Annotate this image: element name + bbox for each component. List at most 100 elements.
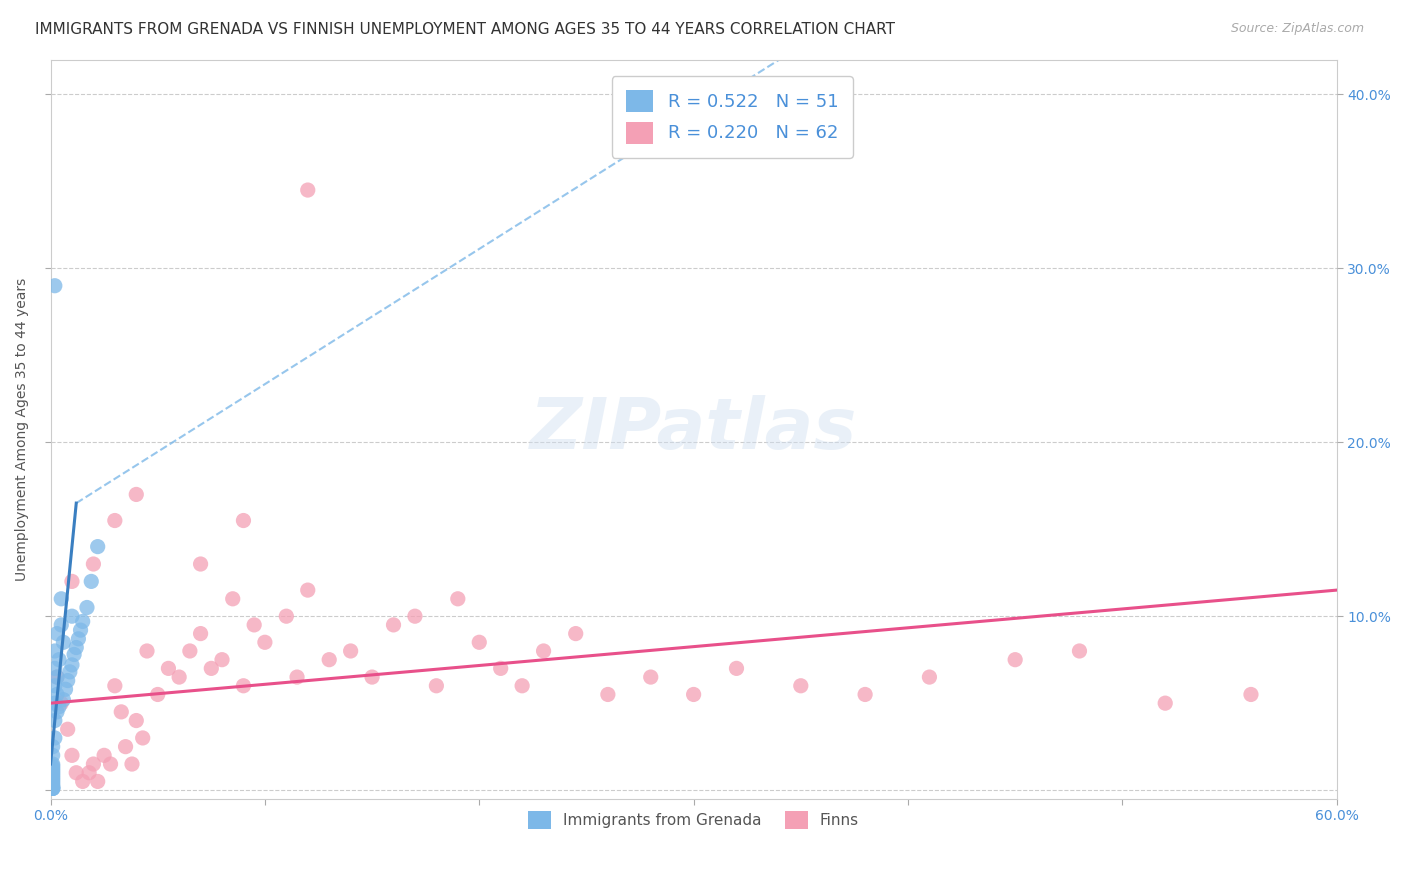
Point <box>72 615 94 629</box>
Point <box>243 618 266 632</box>
Point <box>232 679 254 693</box>
Point <box>131 731 153 745</box>
Point <box>41 772 63 787</box>
Point <box>41 765 63 780</box>
Point <box>146 688 169 702</box>
Point <box>41 781 63 796</box>
Point <box>51 591 73 606</box>
Point <box>41 780 63 794</box>
Point <box>167 670 190 684</box>
Point <box>48 699 70 714</box>
Point <box>125 487 148 501</box>
Point <box>297 183 319 197</box>
Point <box>65 765 87 780</box>
Point <box>918 670 941 684</box>
Point <box>44 731 66 745</box>
Point <box>41 780 63 794</box>
Point <box>100 757 122 772</box>
Point <box>510 679 533 693</box>
Point <box>56 723 79 737</box>
Point <box>82 757 104 772</box>
Point <box>52 692 75 706</box>
Point <box>468 635 491 649</box>
Point <box>725 661 748 675</box>
Point <box>44 644 66 658</box>
Point <box>41 758 63 772</box>
Point <box>1069 644 1091 658</box>
Point <box>136 644 159 658</box>
Point <box>86 774 108 789</box>
Text: IMMIGRANTS FROM GRENADA VS FINNISH UNEMPLOYMENT AMONG AGES 35 TO 44 YEARS CORREL: IMMIGRANTS FROM GRENADA VS FINNISH UNEMP… <box>35 22 896 37</box>
Point <box>41 757 63 772</box>
Point <box>318 653 340 667</box>
Point <box>104 514 127 528</box>
Point <box>82 557 104 571</box>
Point <box>1240 688 1263 702</box>
Point <box>41 767 63 781</box>
Point <box>361 670 384 684</box>
Point <box>425 679 447 693</box>
Point <box>59 665 82 679</box>
Text: ZIPatlas: ZIPatlas <box>530 395 858 464</box>
Point <box>121 757 143 772</box>
Point <box>1004 653 1026 667</box>
Point <box>297 583 319 598</box>
Point <box>125 714 148 728</box>
Point <box>76 600 98 615</box>
Point <box>77 765 100 780</box>
Point <box>447 591 470 606</box>
Point <box>80 574 103 589</box>
Point <box>339 644 361 658</box>
Legend: Immigrants from Grenada, Finns: Immigrants from Grenada, Finns <box>522 805 865 836</box>
Point <box>67 632 90 646</box>
Point <box>41 778 63 792</box>
Point <box>179 644 201 658</box>
Point <box>41 762 63 776</box>
Point <box>56 673 79 688</box>
Point <box>276 609 298 624</box>
Point <box>41 781 63 796</box>
Point <box>44 714 66 728</box>
Point <box>41 769 63 783</box>
Point <box>190 626 212 640</box>
Point <box>69 623 91 637</box>
Point <box>114 739 136 754</box>
Point <box>44 278 66 293</box>
Point <box>63 648 86 662</box>
Point <box>52 635 75 649</box>
Point <box>110 705 132 719</box>
Point <box>253 635 276 649</box>
Point <box>285 670 308 684</box>
Point <box>404 609 426 624</box>
Point <box>41 760 63 774</box>
Point <box>682 688 704 702</box>
Y-axis label: Unemployment Among Ages 35 to 44 years: Unemployment Among Ages 35 to 44 years <box>15 277 30 581</box>
Point <box>1154 696 1177 710</box>
Point <box>41 771 63 785</box>
Point <box>640 670 662 684</box>
Point <box>104 679 127 693</box>
Point <box>44 679 66 693</box>
Point <box>44 696 66 710</box>
Point <box>489 661 512 675</box>
Point <box>51 618 73 632</box>
Point <box>72 774 94 789</box>
Point <box>55 682 77 697</box>
Point <box>60 657 83 672</box>
Point <box>46 670 69 684</box>
Point <box>46 705 69 719</box>
Text: Source: ZipAtlas.com: Source: ZipAtlas.com <box>1230 22 1364 36</box>
Point <box>60 609 83 624</box>
Point <box>41 774 63 789</box>
Point <box>41 748 63 763</box>
Point <box>41 739 63 754</box>
Point <box>853 688 876 702</box>
Point <box>232 514 254 528</box>
Point <box>60 748 83 763</box>
Point <box>46 688 69 702</box>
Point <box>41 781 63 796</box>
Point <box>46 626 69 640</box>
Point <box>41 764 63 778</box>
Point <box>790 679 813 693</box>
Point <box>157 661 180 675</box>
